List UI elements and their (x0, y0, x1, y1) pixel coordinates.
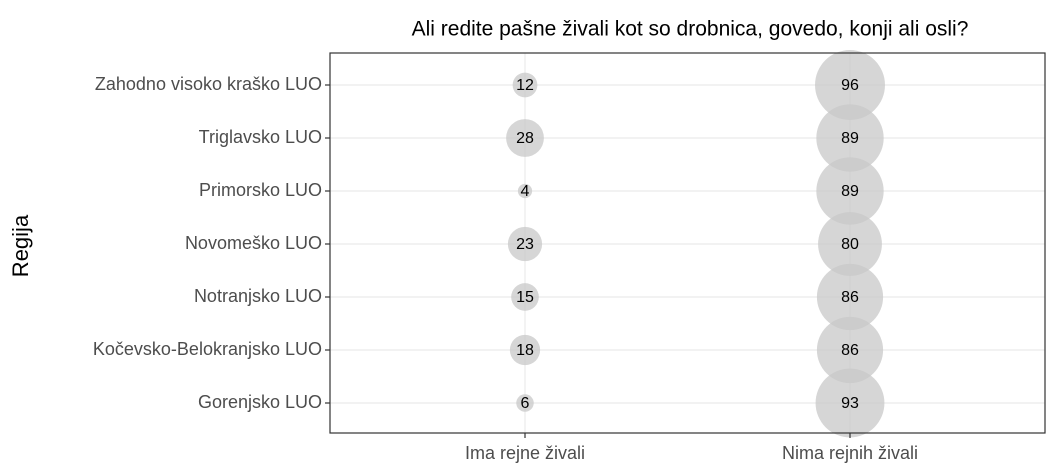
panel-border (329, 52, 1046, 434)
y-tick-label: Novomeško LUO (185, 233, 322, 253)
data-label: 28 (516, 130, 534, 147)
data-label: 86 (841, 342, 859, 359)
bubble (815, 50, 885, 120)
y-tick-label: Primorsko LUO (199, 180, 322, 200)
bubble (511, 283, 539, 311)
y-tick-label: Gorenjsko LUO (198, 392, 322, 412)
data-label: 86 (841, 289, 859, 306)
y-tick-label: Kočevsko-Belokranjsko LUO (93, 339, 322, 359)
y-tick-label: Zahodno visoko kraško LUO (95, 74, 322, 94)
data-label: 93 (841, 395, 859, 412)
y-tick-label: Notranjsko LUO (194, 286, 322, 306)
data-label: 12 (516, 77, 534, 94)
bubble (816, 316, 884, 384)
data-label: 15 (516, 289, 534, 306)
bubble (816, 263, 884, 331)
panel-background (330, 53, 1045, 433)
bubble (816, 157, 884, 225)
x-tick-label: Nima rejnih živali (782, 443, 918, 463)
bubble (507, 226, 543, 262)
bubble (816, 104, 884, 172)
bubble (506, 119, 544, 157)
data-label: 18 (516, 342, 534, 359)
data-label: 23 (516, 236, 534, 253)
bubble (512, 72, 538, 98)
bubble (815, 368, 885, 438)
bubble (517, 183, 533, 199)
data-label: 4 (521, 183, 530, 200)
data-label: 80 (841, 236, 859, 253)
data-label: 89 (841, 130, 859, 147)
bubble (818, 212, 882, 276)
x-tick-label: Ima rejne živali (465, 443, 585, 463)
bubble (509, 334, 541, 366)
y-tick-label: Triglavsko LUO (199, 127, 322, 147)
data-label: 89 (841, 183, 859, 200)
chart-title: Ali redite pašne živali kot so drobnica,… (412, 18, 969, 41)
data-label: 6 (521, 395, 530, 412)
y-axis-title: Regija (8, 214, 33, 277)
data-label: 96 (841, 77, 859, 94)
bubble (516, 394, 534, 412)
